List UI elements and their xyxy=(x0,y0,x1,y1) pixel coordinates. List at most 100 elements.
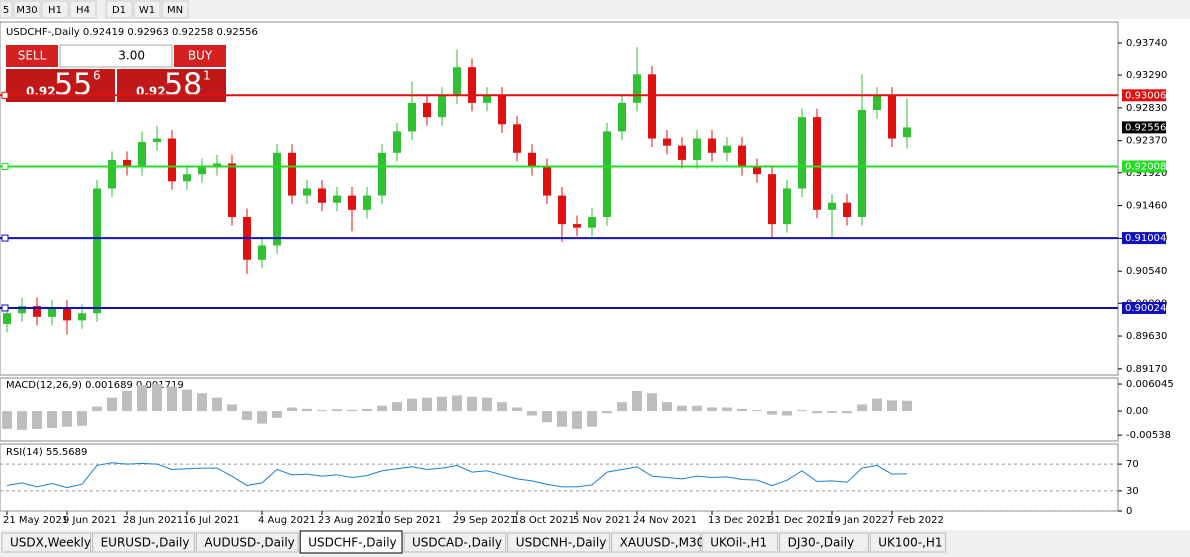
lot-box[interactable] xyxy=(59,44,173,68)
bid-box[interactable] xyxy=(6,69,115,102)
x-tick-label: 31 Dec 2021 xyxy=(768,515,832,526)
timeframe-button[interactable] xyxy=(13,0,41,19)
price-label: 0.92556 xyxy=(1125,122,1166,133)
tab-label[interactable]: USDCAD-,Daily xyxy=(412,536,502,550)
candle-body xyxy=(348,195,356,210)
candle-body xyxy=(123,159,131,168)
tab[interactable] xyxy=(779,532,869,553)
tab-label[interactable]: USDCHF-,Daily xyxy=(308,536,396,550)
tab-label[interactable]: AUDUSD-,Daily xyxy=(204,536,294,550)
macd-bar xyxy=(377,405,387,412)
macd-bar xyxy=(392,402,402,412)
candle-body xyxy=(258,245,266,260)
macd-bar xyxy=(542,411,552,423)
candle-body xyxy=(633,74,641,103)
tab-label[interactable]: USDCNH-,Daily xyxy=(516,536,607,550)
candle-body xyxy=(168,138,176,182)
timeframe-label[interactable]: M30 xyxy=(16,5,37,16)
y-tick-label: 0 xyxy=(1126,506,1132,517)
y-tick-label: 0.91460 xyxy=(1126,201,1167,212)
macd-bar xyxy=(152,384,162,412)
candle-body xyxy=(708,138,716,153)
candle-body xyxy=(663,138,671,146)
tab[interactable] xyxy=(869,532,947,553)
macd-bar xyxy=(752,410,762,412)
timeframe-button[interactable] xyxy=(0,0,13,19)
timeframe-button[interactable] xyxy=(133,0,161,19)
candle-body xyxy=(408,102,416,132)
candle-body xyxy=(783,188,791,225)
macd-bar xyxy=(677,405,687,412)
tab-label[interactable]: EURUSD-,Daily xyxy=(101,536,190,550)
candle-body xyxy=(618,102,626,132)
horizontal-line-label: 0.91004 xyxy=(1125,233,1166,244)
tab[interactable] xyxy=(611,532,701,553)
y-tick-label: 0.89630 xyxy=(1126,331,1167,342)
buy-button[interactable] xyxy=(174,45,226,67)
bid-sup: 6 xyxy=(93,69,101,83)
timeframe-label[interactable]: H4 xyxy=(76,5,90,16)
buy-label[interactable]: BUY xyxy=(188,49,213,63)
candle-body xyxy=(843,202,851,217)
rsi-panel xyxy=(0,443,1119,512)
macd-bar xyxy=(707,407,717,412)
macd-bar xyxy=(92,406,102,412)
candle-body xyxy=(18,306,26,314)
sell-button[interactable] xyxy=(6,45,58,67)
tab[interactable] xyxy=(299,530,403,554)
macd-bar xyxy=(527,411,537,416)
x-tick-label: 18 Oct 2021 xyxy=(513,515,575,526)
y-tick-label: 0.92370 xyxy=(1126,136,1167,147)
timeframe-button[interactable] xyxy=(41,0,69,19)
tab[interactable] xyxy=(195,532,299,553)
x-tick-label: 24 Nov 2021 xyxy=(633,515,697,526)
tab-label[interactable]: UK100-,H1 xyxy=(878,536,942,550)
lot-value[interactable]: 3.00 xyxy=(118,49,145,63)
tab[interactable] xyxy=(507,532,611,553)
timeframe-button[interactable] xyxy=(69,0,97,19)
x-tick-label: 10 Sep 2021 xyxy=(378,515,441,526)
candle-body xyxy=(903,127,911,138)
tab-label[interactable]: XAUUSD-,M30 xyxy=(620,536,705,550)
timeframe-label[interactable]: W1 xyxy=(139,5,155,16)
sell-label[interactable]: SELL xyxy=(18,49,47,63)
macd-bar xyxy=(812,411,822,414)
macd-bar xyxy=(452,395,462,412)
candle-body xyxy=(888,95,896,139)
timeframe-label[interactable]: 5 xyxy=(3,5,9,16)
timeframe-label[interactable]: MN xyxy=(167,5,183,16)
tab[interactable] xyxy=(92,532,195,553)
tab[interactable] xyxy=(403,532,507,553)
timeframe-button[interactable] xyxy=(105,0,133,19)
chart-title: USDCHF-,Daily 0.92419 0.92963 0.92258 0.… xyxy=(6,27,258,38)
tab-label[interactable]: DJ30-,Daily xyxy=(788,536,855,550)
horizontal-line-tag xyxy=(1122,232,1166,245)
y-tick-label: 0.93740 xyxy=(1126,38,1167,49)
candle-body xyxy=(573,224,581,228)
ask-box[interactable] xyxy=(117,69,226,102)
candle-body xyxy=(423,102,431,118)
tab-label[interactable]: USDX,Weekly xyxy=(10,536,91,550)
timeframe-label[interactable]: H1 xyxy=(48,5,62,16)
candle-body xyxy=(3,313,11,324)
rsi-title: RSI(14) 55.5689 xyxy=(6,447,87,458)
timeframe-label[interactable]: D1 xyxy=(112,5,126,16)
horizontal-line-label: 0.93006 xyxy=(1125,90,1166,101)
candle-body xyxy=(858,110,866,217)
candle-body xyxy=(48,308,56,317)
macd-bar xyxy=(722,407,732,412)
tab[interactable] xyxy=(701,532,779,553)
macd-bar xyxy=(467,396,477,412)
candle-body xyxy=(378,152,386,196)
candle-body xyxy=(33,306,41,317)
tab[interactable] xyxy=(1,532,92,553)
y-tick-label: 0.90540 xyxy=(1126,266,1167,277)
x-tick-label: 28 Jun 2021 xyxy=(123,515,183,526)
tab-label[interactable]: UKOil-,H1 xyxy=(710,536,767,550)
macd-bar xyxy=(302,408,312,412)
x-tick-label: 13 Dec 2021 xyxy=(708,515,772,526)
candle-body xyxy=(693,138,701,160)
macd-bar xyxy=(887,400,897,412)
candle-body xyxy=(558,195,566,225)
timeframe-button[interactable] xyxy=(161,0,189,19)
